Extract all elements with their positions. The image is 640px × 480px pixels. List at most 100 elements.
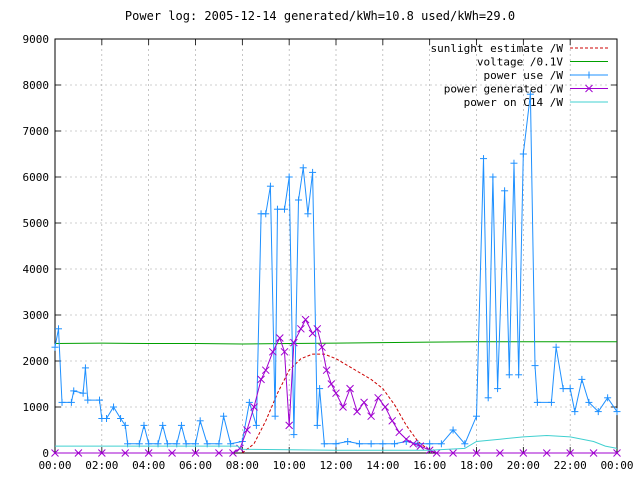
data-point	[220, 412, 228, 420]
data-point	[542, 449, 551, 457]
data-point	[140, 421, 148, 429]
data-point	[297, 324, 305, 333]
data-point	[391, 440, 399, 448]
y-tick-label: 2000	[23, 355, 50, 368]
data-point	[289, 338, 298, 347]
data-point	[426, 440, 434, 448]
data-point	[360, 398, 368, 407]
data-point	[275, 334, 284, 342]
x-marker-b	[566, 449, 575, 457]
x-marker-b	[432, 449, 441, 457]
data-point	[58, 398, 66, 406]
y-tick-label: 9000	[23, 33, 50, 46]
legend-label: power generated /W	[444, 83, 564, 96]
data-point	[367, 412, 375, 421]
data-point	[489, 173, 497, 181]
data-point	[494, 385, 502, 393]
data-point	[578, 375, 586, 383]
x-marker-b	[353, 407, 361, 416]
x-tick-label: 16:00	[413, 459, 446, 472]
x-marker-b	[322, 366, 331, 375]
y-tick-label: 5000	[23, 217, 50, 230]
data-point	[515, 371, 523, 379]
data-point	[318, 343, 326, 352]
y-tick-label: 1000	[23, 401, 50, 414]
data-point	[95, 396, 103, 404]
y-tick-label: 0	[42, 447, 49, 460]
data-point	[316, 385, 324, 393]
x-marker-b	[327, 380, 336, 388]
data-point	[409, 439, 418, 448]
series-line	[55, 434, 618, 451]
legend-marker	[585, 84, 593, 93]
legend-label: power use /W	[484, 69, 564, 82]
data-point	[367, 440, 375, 448]
data-point	[295, 196, 303, 204]
x-marker-b	[261, 366, 270, 375]
data-point	[268, 347, 277, 356]
data-point	[290, 431, 298, 439]
data-point	[604, 394, 612, 402]
data-point	[313, 421, 321, 429]
data-point	[344, 438, 352, 445]
data-point	[374, 393, 383, 402]
data-point	[309, 168, 317, 176]
x-tick-label: 06:00	[179, 459, 212, 472]
data-point	[496, 449, 504, 457]
data-point	[257, 375, 265, 384]
data-point	[144, 449, 153, 457]
y-tick-label: 8000	[23, 79, 50, 92]
data-point	[280, 205, 288, 213]
legend-marker	[585, 71, 593, 79]
x-marker-b	[301, 315, 310, 324]
x-marker-b	[236, 444, 244, 453]
data-point	[271, 412, 279, 420]
data-point	[519, 150, 527, 158]
x-marker-b	[542, 449, 551, 457]
x-marker-b	[346, 384, 354, 393]
x-marker-b	[395, 428, 404, 437]
data-point	[51, 343, 59, 351]
data-point	[381, 403, 390, 411]
data-point	[594, 408, 602, 416]
data-point	[613, 408, 621, 416]
x-tick-label: 18:00	[460, 459, 493, 472]
x-marker-b	[318, 343, 326, 352]
x-marker-b	[374, 393, 383, 402]
data-point	[261, 366, 270, 375]
data-point	[566, 385, 574, 393]
x-marker-b	[285, 421, 294, 430]
x-marker-b	[339, 403, 347, 411]
data-point	[97, 449, 106, 457]
data-point	[510, 159, 518, 167]
data-point	[51, 449, 59, 457]
data-point	[379, 440, 387, 448]
data-point	[332, 440, 340, 448]
x-marker-b	[168, 449, 176, 457]
data-point	[285, 173, 293, 181]
y-tick-label: 4000	[23, 263, 50, 276]
x-marker-b	[74, 449, 83, 457]
x-marker-b	[589, 449, 598, 457]
data-point	[353, 407, 361, 416]
chart-title: Power log: 2005-12-14 generated/kWh=10.8…	[124, 9, 516, 23]
data-point	[70, 387, 78, 395]
x-marker-b	[297, 324, 305, 333]
x-marker-b	[613, 449, 621, 457]
data-point	[402, 435, 411, 444]
series-line	[54, 341, 617, 345]
data-point	[320, 440, 328, 448]
x-tick-label: 00:00	[600, 459, 633, 472]
data-point	[432, 449, 441, 457]
data-point	[191, 449, 200, 457]
data-point	[501, 187, 509, 195]
data-point	[55, 325, 63, 333]
x-tick-label: 02:00	[85, 459, 118, 472]
data-point	[103, 415, 111, 422]
x-marker-b	[191, 449, 200, 457]
data-point	[559, 385, 567, 393]
data-point	[473, 412, 480, 420]
data-point	[519, 449, 528, 457]
